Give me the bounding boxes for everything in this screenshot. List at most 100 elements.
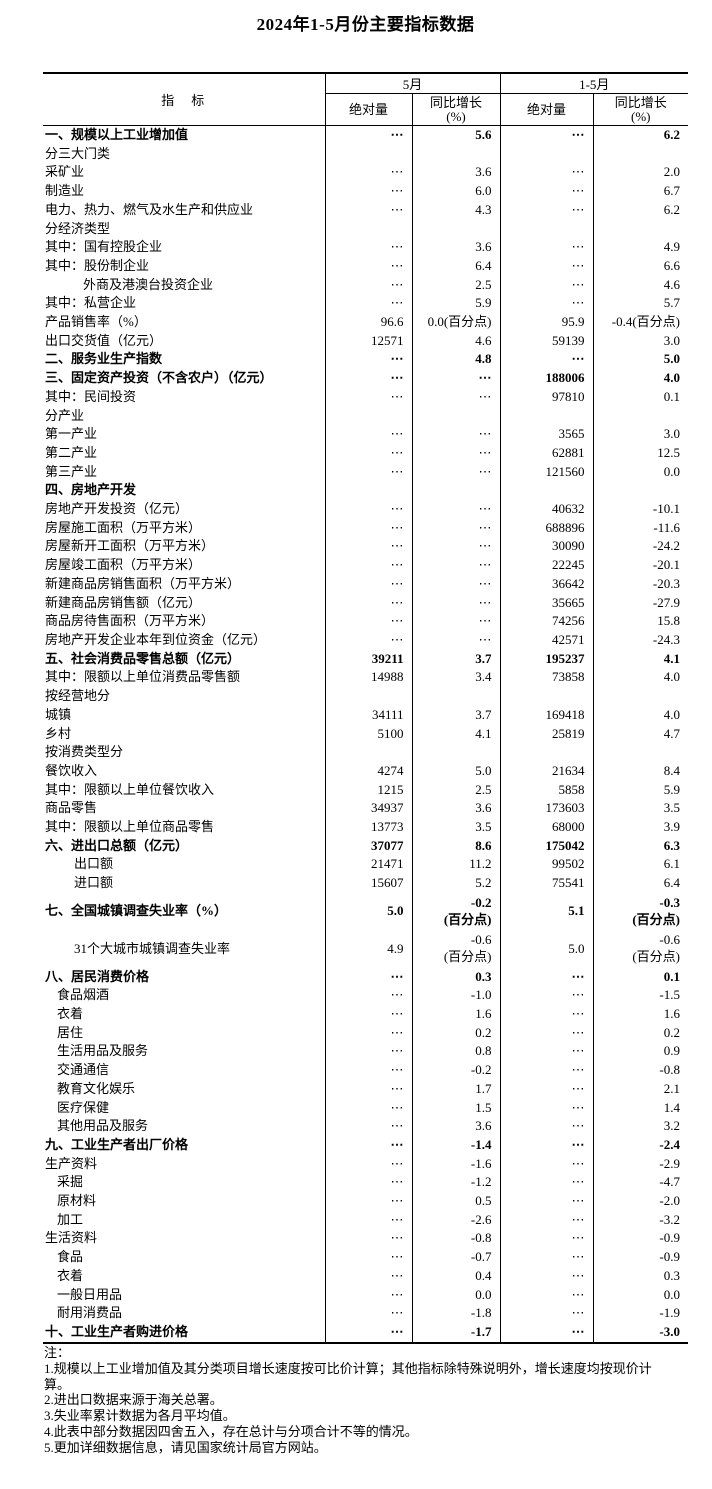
value-cell: -11.6 [653, 519, 681, 535]
indicator-label: 第三产业 [43, 462, 326, 482]
note-item: 3.失业率累计数据为各月平均值。 [44, 1408, 236, 1424]
table-row: 二、服务业生产指数 ⋯ 4.8 ⋯ 5.0 [43, 350, 688, 370]
value-cell: 11.2 [412, 855, 501, 875]
value-cell [500, 144, 594, 164]
value-cell: ⋯ [325, 593, 413, 613]
value-cell: ⋯ [500, 163, 594, 183]
indicator-label: 餐饮收入 [43, 761, 326, 781]
value-cell: 1.6 [412, 1005, 501, 1024]
value-cell [500, 481, 594, 501]
value-cell: 4.0 [663, 706, 681, 722]
value-cell: -2.6 [412, 1210, 501, 1230]
value-cell: 4.8 [412, 350, 501, 370]
table-row: 十、工业生产者购进价格 ⋯ -1.7 ⋯ -3.0 [43, 1322, 688, 1343]
value-cell: 35665 [500, 593, 594, 613]
indicator-label: 医疗保健 [43, 1098, 326, 1118]
value-cell [412, 687, 501, 706]
value-cell: 5.0 [325, 892, 413, 931]
indicator-label: 31个大城市城镇调查失业率 [43, 930, 326, 968]
indicator-label: 房屋施工面积（万平方米） [43, 518, 326, 538]
indicator-label: 居住 [43, 1023, 326, 1043]
table-row: 一、规模以上工业增加值 ⋯ 5.6 ⋯ 6.2 [43, 125, 688, 145]
table-row: 采矿业 ⋯ 3.6 ⋯ 2.0 [43, 163, 688, 183]
value-cell: 5.9 [663, 781, 681, 797]
indicator-label: 房屋竣工面积（万平方米） [43, 556, 326, 575]
value-cell: 3.9 [663, 819, 681, 835]
value-cell: ⋯ [500, 1061, 594, 1080]
value-cell: ⋯ [412, 425, 501, 444]
value-cell: 3.0 [663, 426, 681, 442]
table-row: 出口额 21471 11.2 99502 6.1 [43, 855, 688, 875]
value-cell: 37077 [325, 836, 413, 856]
value-cell: 3.6 [412, 163, 501, 183]
value-cell: 4.9 [325, 930, 413, 968]
value-cell: -20.1 [652, 557, 681, 573]
value-cell: 4.6 [663, 276, 681, 292]
value-cell: ⋯ [325, 967, 413, 987]
value-cell: ⋯ [325, 612, 413, 631]
value-cell: -0.6 (百分点) [632, 932, 681, 964]
value-cell: 5.1 [500, 892, 594, 931]
value-cell: -0.9 [659, 1249, 681, 1265]
value-cell: -2.0 [659, 1193, 681, 1209]
indicator-label: 六、进出口总额（亿元） [43, 836, 326, 856]
value-cell: 3.6 [412, 799, 501, 819]
value-cell: 68000 [500, 818, 594, 837]
table-row: 生活资料 ⋯ -0.8 ⋯ -0.9 [43, 1229, 688, 1249]
value-cell: -24.2 [652, 538, 681, 554]
indicator-label: 交通通信 [43, 1061, 326, 1080]
table-row: 餐饮收入 4274 5.0 21634 8.4 [43, 761, 688, 781]
value-cell: ⋯ [412, 537, 501, 557]
value-cell: 5.6 [412, 125, 501, 145]
value-cell [593, 145, 688, 164]
value-cell: -0.9 [659, 1230, 681, 1246]
value-cell: ⋯ [500, 1042, 594, 1062]
table-row: 其中：限额以上单位餐饮收入 1215 2.5 5858 5.9 [43, 780, 688, 800]
value-cell: 0.9 [663, 1043, 681, 1059]
table-row: 八、居民消费价格 ⋯ 0.3 ⋯ 0.1 [43, 967, 688, 987]
value-cell: 121560 [500, 462, 594, 482]
value-cell: 1.6 [663, 1006, 681, 1022]
table-row: 乡村 5100 4.1 25819 4.7 [43, 724, 688, 744]
indicator-label: 衣着 [43, 1266, 326, 1286]
value-cell: ⋯ [325, 556, 413, 575]
value-cell: 0.5 [412, 1192, 501, 1211]
value-cell: -2.4 [659, 1136, 681, 1152]
value-cell: 34111 [325, 705, 413, 725]
value-cell: 4274 [325, 761, 413, 781]
value-cell [412, 481, 501, 501]
indicator-label: 生活资料 [43, 1229, 326, 1249]
value-cell: ⋯ [412, 612, 501, 631]
table-row: 耐用消费品 ⋯ -1.8 ⋯ -1.9 [43, 1304, 688, 1323]
indicator-label: 五、社会消费品零售总额（亿元） [43, 649, 326, 669]
value-cell: 2.1 [663, 1080, 681, 1096]
value-cell: ⋯ [500, 1266, 594, 1286]
value-cell: ⋯ [412, 574, 501, 594]
value-cell: ⋯ [325, 256, 413, 276]
value-cell: 0.2 [663, 1024, 681, 1040]
indicator-label: 教育文化娱乐 [43, 1079, 326, 1099]
value-cell [593, 407, 688, 426]
value-cell: ⋯ [500, 1285, 594, 1305]
table-row: 衣着 ⋯ 1.6 ⋯ 1.6 [43, 1005, 688, 1024]
note-item: 1.规模以上工业增加值及其分类项目增长速度按可比价计算；其他指标除特殊说明外，增… [44, 1360, 652, 1392]
value-cell: ⋯ [500, 200, 594, 220]
value-cell: ⋯ [325, 182, 413, 201]
value-cell: ⋯ [325, 425, 413, 444]
value-cell: 62881 [500, 443, 594, 463]
indicator-label: 电力、热力、燃气及水生产和供应业 [43, 200, 326, 220]
value-cell: 30090 [500, 537, 594, 557]
value-cell: 175042 [500, 836, 594, 856]
value-cell: 21634 [500, 761, 594, 781]
value-cell: ⋯ [500, 1192, 594, 1211]
table-row: 房屋竣工面积（万平方米） ⋯ ⋯ 22245 -20.1 [43, 556, 688, 575]
table-row: 电力、热力、燃气及水生产和供应业 ⋯ 4.3 ⋯ 6.2 [43, 200, 688, 220]
value-cell: ⋯ [412, 518, 501, 538]
table-row: 其中：民间投资 ⋯ ⋯ 97810 0.1 [43, 387, 688, 407]
notes-heading: 注： [44, 1345, 71, 1360]
value-cell: ⋯ [325, 1210, 413, 1230]
value-cell [593, 743, 688, 762]
table-row: 分产业 [43, 406, 688, 426]
value-cell: 6.6 [663, 257, 681, 273]
